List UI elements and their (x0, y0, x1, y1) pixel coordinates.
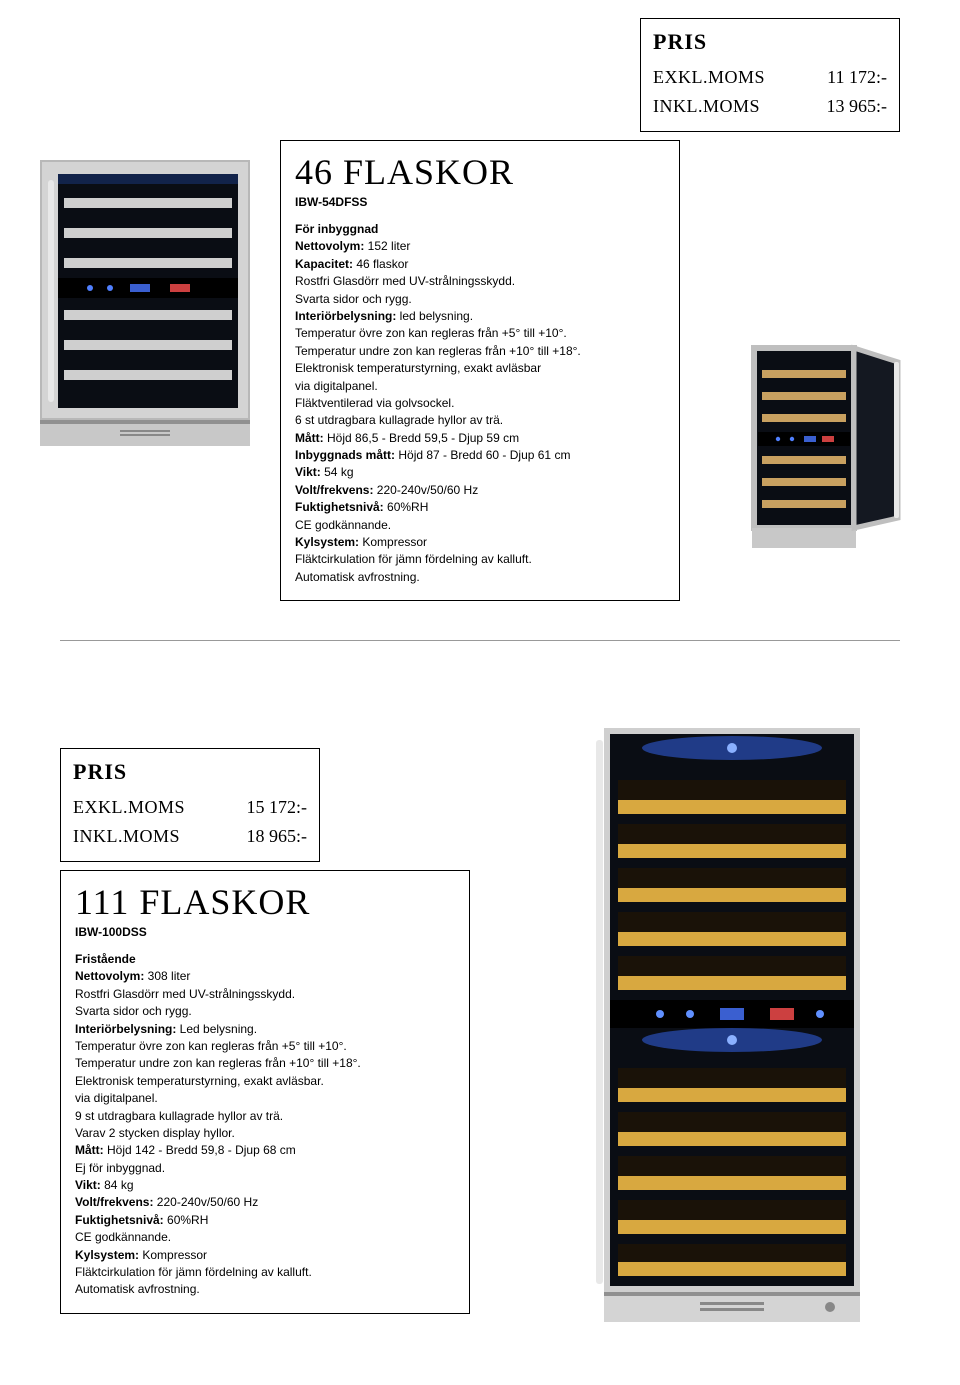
price-title: PRIS (73, 759, 307, 785)
product-model: IBW-54DFSS (295, 195, 665, 209)
price-row-label: INKL.MOMS (653, 96, 760, 117)
spec-box-46flaskor: 46 FLASKOR IBW-54DFSS För inbyggnadNetto… (280, 140, 680, 601)
price-box-top: PRIS EXKL.MOMS 11 172:- INKL.MOMS 13 965… (640, 18, 900, 132)
price-row-value: 15 172:- (247, 797, 308, 818)
spec-text: För inbyggnadNettovolym: 152 literKapaci… (295, 221, 665, 586)
price-row-value: 11 172:- (827, 67, 887, 88)
spec-text: FriståendeNettovolym: 308 literRostfri G… (75, 951, 455, 1299)
price-box-bottom: PRIS EXKL.MOMS 15 172:- INKL.MOMS 18 965… (60, 748, 320, 862)
price-row-label: EXKL.MOMS (73, 797, 185, 818)
price-row-label: EXKL.MOMS (653, 67, 765, 88)
price-row: EXKL.MOMS 11 172:- (653, 67, 887, 88)
product-model: IBW-100DSS (75, 925, 455, 939)
price-row-value: 18 965:- (247, 826, 308, 847)
product-image-111flaskor (590, 720, 880, 1330)
section-divider (60, 640, 900, 641)
price-title: PRIS (653, 29, 887, 55)
product-headline: 46 FLASKOR (295, 151, 665, 193)
price-row: INKL.MOMS 18 965:- (73, 826, 307, 847)
price-row: INKL.MOMS 13 965:- (653, 96, 887, 117)
product-image-46flaskor-front (30, 150, 260, 460)
price-row: EXKL.MOMS 15 172:- (73, 797, 307, 818)
product-headline: 111 FLASKOR (75, 881, 455, 923)
product-image-46flaskor-open (748, 340, 908, 560)
price-row-value: 13 965:- (827, 96, 888, 117)
price-row-label: INKL.MOMS (73, 826, 180, 847)
spec-box-111flaskor: 111 FLASKOR IBW-100DSS FriståendeNettovo… (60, 870, 470, 1314)
